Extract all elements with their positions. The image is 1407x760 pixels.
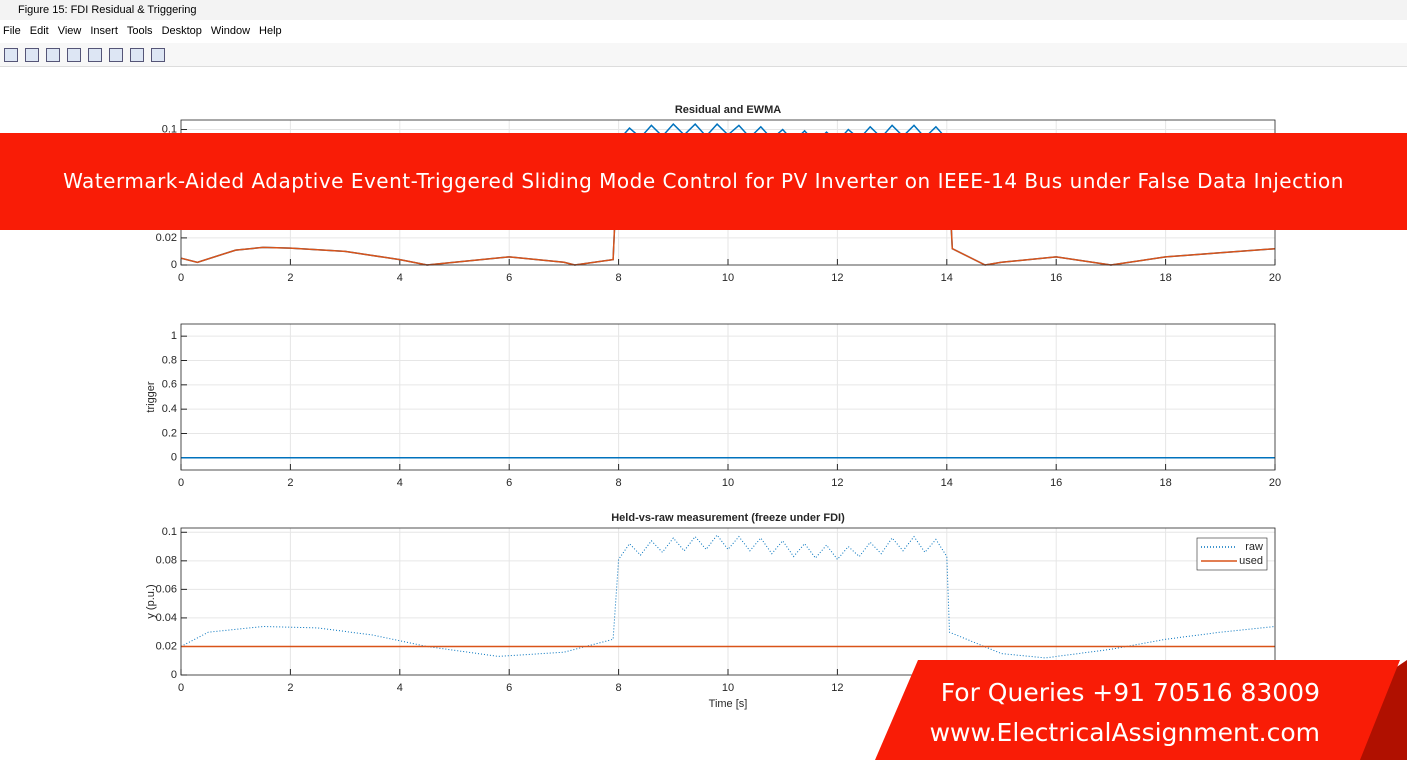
banner: Watermark-Aided Adaptive Event-Triggered… [0,133,1407,230]
x-tick-label: 8 [616,272,622,284]
y-tick-label: 0.1 [162,123,177,135]
x-tick-label: 6 [506,272,512,284]
footer-banner [875,660,1400,760]
x-tick-label: 0 [178,272,184,284]
title-bar: Figure 15: FDI Residual & Triggering [0,0,1407,20]
x-tick-label: 0 [178,682,184,694]
x-tick-label: 10 [722,272,734,284]
legend-label: used [1239,555,1263,567]
y-tick-label: 0.2 [162,427,177,439]
y-tick-label: 0.02 [156,640,177,652]
y-tick-label: 0 [171,452,177,464]
footer-line: www.ElectricalAssignment.com [930,718,1320,747]
window-title: Figure 15: FDI Residual & Triggering [18,4,197,16]
y-axis-label: trigger [145,381,157,413]
tool-icon[interactable] [25,48,39,62]
x-tick-label: 8 [616,682,622,694]
x-tick-label: 16 [1050,272,1062,284]
y-tick-label: 0.8 [162,354,177,366]
y-tick-label: 0.06 [156,583,177,595]
tool-icon[interactable] [109,48,123,62]
data-line [180,534,1276,659]
x-tick-label: 0 [178,477,184,489]
x-tick-label: 4 [397,682,403,694]
axes-frame [180,527,1276,676]
x-axis-label: Time [s] [709,698,748,710]
chart-title: Residual and EWMA [675,104,781,116]
x-tick-label: 12 [831,477,843,489]
y-tick-label: 0.4 [162,403,177,415]
x-tick-label: 18 [1159,477,1171,489]
x-tick-label: 10 [722,682,734,694]
x-tick-label: 4 [397,477,403,489]
x-tick-label: 18 [1159,272,1171,284]
x-tick-label: 6 [506,477,512,489]
toolbar [0,43,1407,67]
x-tick-label: 6 [506,682,512,694]
x-tick-label: 20 [1269,272,1281,284]
x-tick-label: 8 [616,477,622,489]
x-tick-label: 2 [287,272,293,284]
y-tick-label: 0.08 [156,555,177,567]
x-tick-label: 16 [1050,477,1062,489]
menu-item[interactable]: View [57,25,82,37]
x-tick-label: 12 [831,272,843,284]
x-tick-label: 2 [287,477,293,489]
tool-icon[interactable] [151,48,165,62]
chart-title: Held-vs-raw measurement (freeze under FD… [611,512,845,524]
x-tick-label: 2 [287,682,293,694]
legend [1196,537,1268,571]
menu-item[interactable]: Window [210,25,251,37]
x-tick-label: 14 [941,272,953,284]
menu-item[interactable]: Insert [90,25,118,37]
tool-icon[interactable] [4,48,18,62]
menu-bar: File Edit View Insert Tools Desktop Window Help [0,21,1407,42]
menu-item[interactable]: Edit [29,25,49,37]
y-tick-label: 0.02 [156,232,177,244]
tool-icon[interactable] [46,48,60,62]
y-tick-label: 0.1 [162,526,177,538]
y-tick-label: 0 [171,669,177,681]
y-tick-label: 0.04 [156,612,177,624]
x-tick-label: 20 [1269,477,1281,489]
y-tick-label: 0.6 [162,379,177,391]
menu-item[interactable]: Desktop [161,25,202,37]
tool-icon[interactable] [67,48,81,62]
menu-item[interactable]: Help [259,25,282,37]
menu-item[interactable]: File [3,25,21,37]
footer-line: For Queries +91 70516 83009 [941,678,1320,707]
axes-frame [180,323,1276,471]
y-tick-label: 0 [171,259,177,271]
x-tick-label: 4 [397,272,403,284]
y-tick-label: 1 [171,330,177,342]
legend-label: raw [1245,541,1263,553]
tool-icon[interactable] [130,48,144,62]
x-tick-label: 14 [941,477,953,489]
menu-item[interactable]: Tools [126,25,153,37]
tool-icon[interactable] [88,48,102,62]
y-axis-label: y (p.u.) [145,584,157,618]
x-tick-label: 10 [722,477,734,489]
x-tick-label: 12 [831,682,843,694]
